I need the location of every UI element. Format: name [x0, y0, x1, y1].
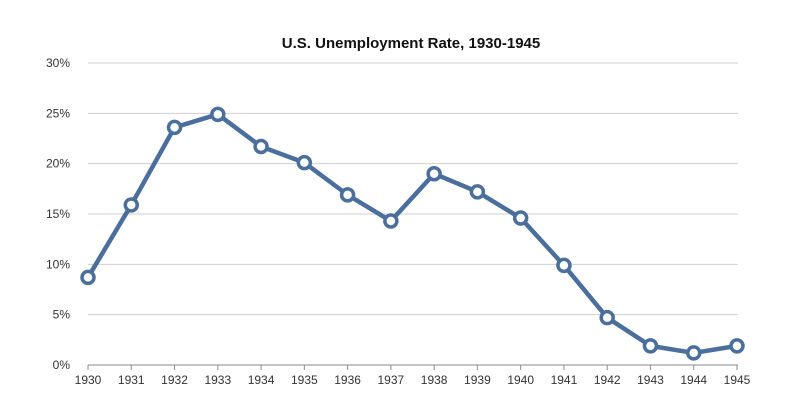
data-point-1940: [512, 210, 529, 226]
x-tick-label: 1941: [551, 373, 578, 387]
y-tick-label: 20%: [46, 157, 70, 171]
x-tick-label: 1939: [464, 373, 491, 387]
x-tick-label: 1933: [204, 373, 231, 387]
data-point-1931: [123, 197, 140, 213]
y-axis-ticks: 0% 5% 10% 15% 20% 25% 30%: [46, 56, 70, 372]
x-tick-label: 1945: [724, 373, 751, 387]
y-tick-label: 30%: [46, 56, 70, 70]
x-tick-label: 1937: [378, 373, 405, 387]
x-tick-label: 1942: [594, 373, 621, 387]
gridlines: [88, 62, 738, 316]
data-point-1942: [599, 309, 615, 326]
x-tick-label: 1931: [118, 373, 145, 387]
x-tick-label: 1940: [507, 373, 534, 387]
y-tick-label: 10%: [46, 257, 70, 271]
data-point-1945: [729, 338, 745, 354]
data-point-1943: [642, 338, 659, 354]
x-tick-label: 1944: [680, 373, 707, 387]
y-tick-label: 25%: [46, 106, 70, 120]
x-tick-label: 1932: [161, 373, 188, 387]
y-tick-label: 0%: [53, 358, 71, 372]
data-point-1934: [253, 138, 269, 155]
x-tick-label: 1935: [291, 373, 318, 387]
data-point-1939: [469, 184, 486, 200]
data-point-1937: [383, 213, 399, 229]
data-point-1944: [685, 345, 702, 361]
x-tick-label: 1936: [334, 373, 361, 387]
y-tick-label: 15%: [46, 207, 70, 221]
x-tick-label: 1934: [248, 373, 275, 387]
x-axis-ticks: 1930 1931 1932 1933 1934 1935 1936 1937 1938 1939…: [75, 365, 751, 387]
data-point-1930: [80, 269, 96, 286]
data-point-1932: [166, 119, 183, 136]
x-tick-label: 1943: [637, 373, 664, 387]
chart-title: U.S. Unemployment Rate, 1930-1945: [282, 35, 540, 52]
data-point-1941: [556, 257, 572, 274]
x-tick-label: 1938: [421, 373, 448, 387]
y-tick-label: 5%: [53, 308, 71, 322]
data-point-1935: [296, 154, 313, 171]
series-line: [85, 112, 740, 356]
data-point-1936: [339, 187, 356, 203]
x-tick-label: 1930: [75, 373, 102, 387]
data-point-1933: [210, 106, 226, 123]
series-layer: [80, 106, 745, 361]
data-point-1938: [426, 165, 442, 182]
